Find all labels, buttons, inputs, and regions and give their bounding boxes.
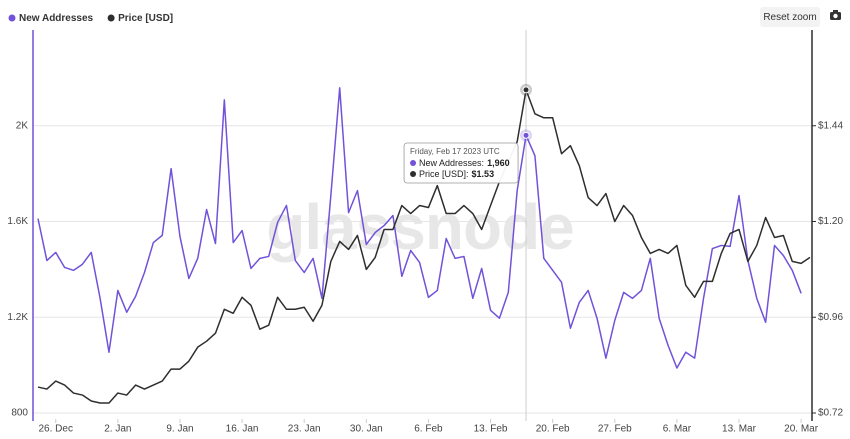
tooltip-name: New Addresses:	[419, 158, 484, 168]
legend-label: New Addresses	[19, 13, 94, 24]
x-tick-label: 2. Jan	[104, 424, 131, 435]
tooltip: Friday, Feb 17 2023 UTC New Addresses: 1,9…	[403, 142, 519, 184]
series-line	[37, 87, 802, 369]
camera-lens[interactable]	[833, 13, 838, 19]
tooltip-dot	[410, 171, 417, 177]
tooltip-dot	[410, 160, 417, 166]
x-tick-label: 9. Jan	[166, 424, 193, 435]
tooltip-name: Price [USD]:	[419, 169, 469, 179]
y-tick-label: 2K	[16, 120, 29, 131]
watermark: glassnode	[266, 191, 574, 263]
camera-icon[interactable]	[830, 10, 841, 20]
x-tick-label: 16. Jan	[226, 424, 259, 435]
y-tick-label: 1.6K	[7, 216, 28, 227]
legend-dot	[8, 14, 16, 22]
y-tick-label: 800	[11, 408, 28, 419]
x-tick-label: 6. Mar	[663, 424, 692, 435]
y2-tick-label: $1.44	[818, 120, 843, 131]
reset-zoom-label[interactable]: Reset zoom	[763, 12, 816, 23]
x-tick-label: 20. Feb	[536, 424, 570, 435]
tooltip-value: $1.53	[472, 169, 495, 179]
x-tick-label: 13. Feb	[474, 424, 508, 435]
camera-top[interactable]	[833, 10, 838, 13]
hover-point	[522, 131, 530, 139]
hover-point	[522, 86, 530, 94]
reset-zoom-bg[interactable]	[760, 7, 820, 27]
x-tick-label: 30. Jan	[350, 424, 383, 435]
legend-label: Price [USD]	[118, 13, 173, 24]
x-tick-label: 26. Dec	[39, 424, 73, 435]
x-tick-label: 27. Feb	[598, 424, 632, 435]
y2-tick-label: $1.20	[818, 216, 843, 227]
reset-zoom-button[interactable]: Reset zoom	[760, 7, 820, 27]
x-tick-label: 13. Mar	[722, 424, 757, 435]
legend-dot	[107, 14, 115, 22]
series-line	[37, 89, 811, 404]
y2-tick-label: $0.96	[818, 312, 843, 323]
y-tick-label: 1.2K	[7, 312, 28, 323]
tooltip-title: Friday, Feb 17 2023 UTC	[410, 147, 500, 156]
x-tick-label: 20. Mar	[784, 424, 819, 435]
x-tick-label: 6. Feb	[414, 424, 443, 435]
tooltip-box	[403, 142, 519, 184]
x-tick-label: 23. Jan	[288, 424, 321, 435]
tooltip-value: 1,960	[487, 158, 510, 168]
y2-tick-label: $0.72	[818, 408, 843, 419]
